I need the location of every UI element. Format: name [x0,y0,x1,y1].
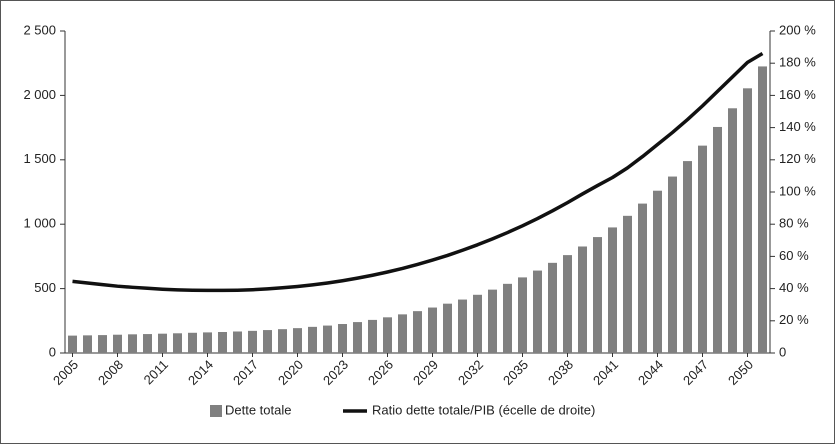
bar [113,334,122,353]
y2-tick-label: 160 % [779,87,816,102]
y-tick-label: 0 [49,344,56,359]
y-tick-label: 2 000 [23,87,56,102]
bar [263,330,272,353]
legend-label: Ratio dette totale/PIB (écelle de droite… [372,402,595,417]
bar [518,277,527,353]
y-tick-label: 1 000 [23,216,56,231]
bar [293,328,302,353]
bar [128,334,137,353]
y2-tick-label: 200 % [779,22,816,37]
bar [323,325,332,353]
bar [173,333,182,353]
y-tick-label: 2 500 [23,22,56,37]
bar [278,329,287,353]
bar [548,262,557,353]
y2-tick-label: 180 % [779,55,816,70]
bar [413,311,422,353]
bar [233,331,242,353]
y2-tick-label: 60 % [779,248,809,263]
bar [158,333,167,353]
bar [458,299,467,353]
bar [653,190,662,353]
bar [728,108,737,353]
bar [713,126,722,354]
bar [638,203,647,353]
bar [398,314,407,353]
bar [68,335,77,353]
bar [578,246,587,353]
bar [338,324,347,353]
y2-tick-label: 0 [779,344,786,359]
y2-tick-label: 140 % [779,119,816,134]
bar [383,317,392,353]
y2-tick-label: 40 % [779,280,809,295]
bar [473,294,482,353]
y2-tick-label: 20 % [779,312,809,327]
line [72,52,764,293]
bar [533,270,542,353]
bar [608,227,617,353]
bar [563,255,572,353]
bar [668,176,677,353]
y-tick-label: 1 500 [23,151,56,166]
bar [593,237,602,353]
y2-tick-label: 80 % [779,216,809,231]
bar [188,332,197,353]
bar [353,322,362,353]
bar [98,335,107,353]
legend-label: Dette totale [225,402,292,417]
bar [143,334,152,353]
bar [758,66,767,354]
bar [308,326,317,353]
bar [443,303,452,353]
bar [743,88,752,353]
bar [623,215,632,353]
bar [218,332,227,353]
bar [488,289,497,353]
bar [83,335,92,353]
bar [503,283,512,353]
bar [368,319,377,353]
y2-tick-label: 120 % [779,151,816,166]
y2-tick-label: 100 % [779,183,816,198]
bar [683,161,692,353]
y-tick-label: 500 [34,280,56,295]
bar [203,332,212,353]
bar [698,145,707,353]
bar [428,307,437,353]
legend-swatch [210,405,222,417]
bar [248,330,257,353]
